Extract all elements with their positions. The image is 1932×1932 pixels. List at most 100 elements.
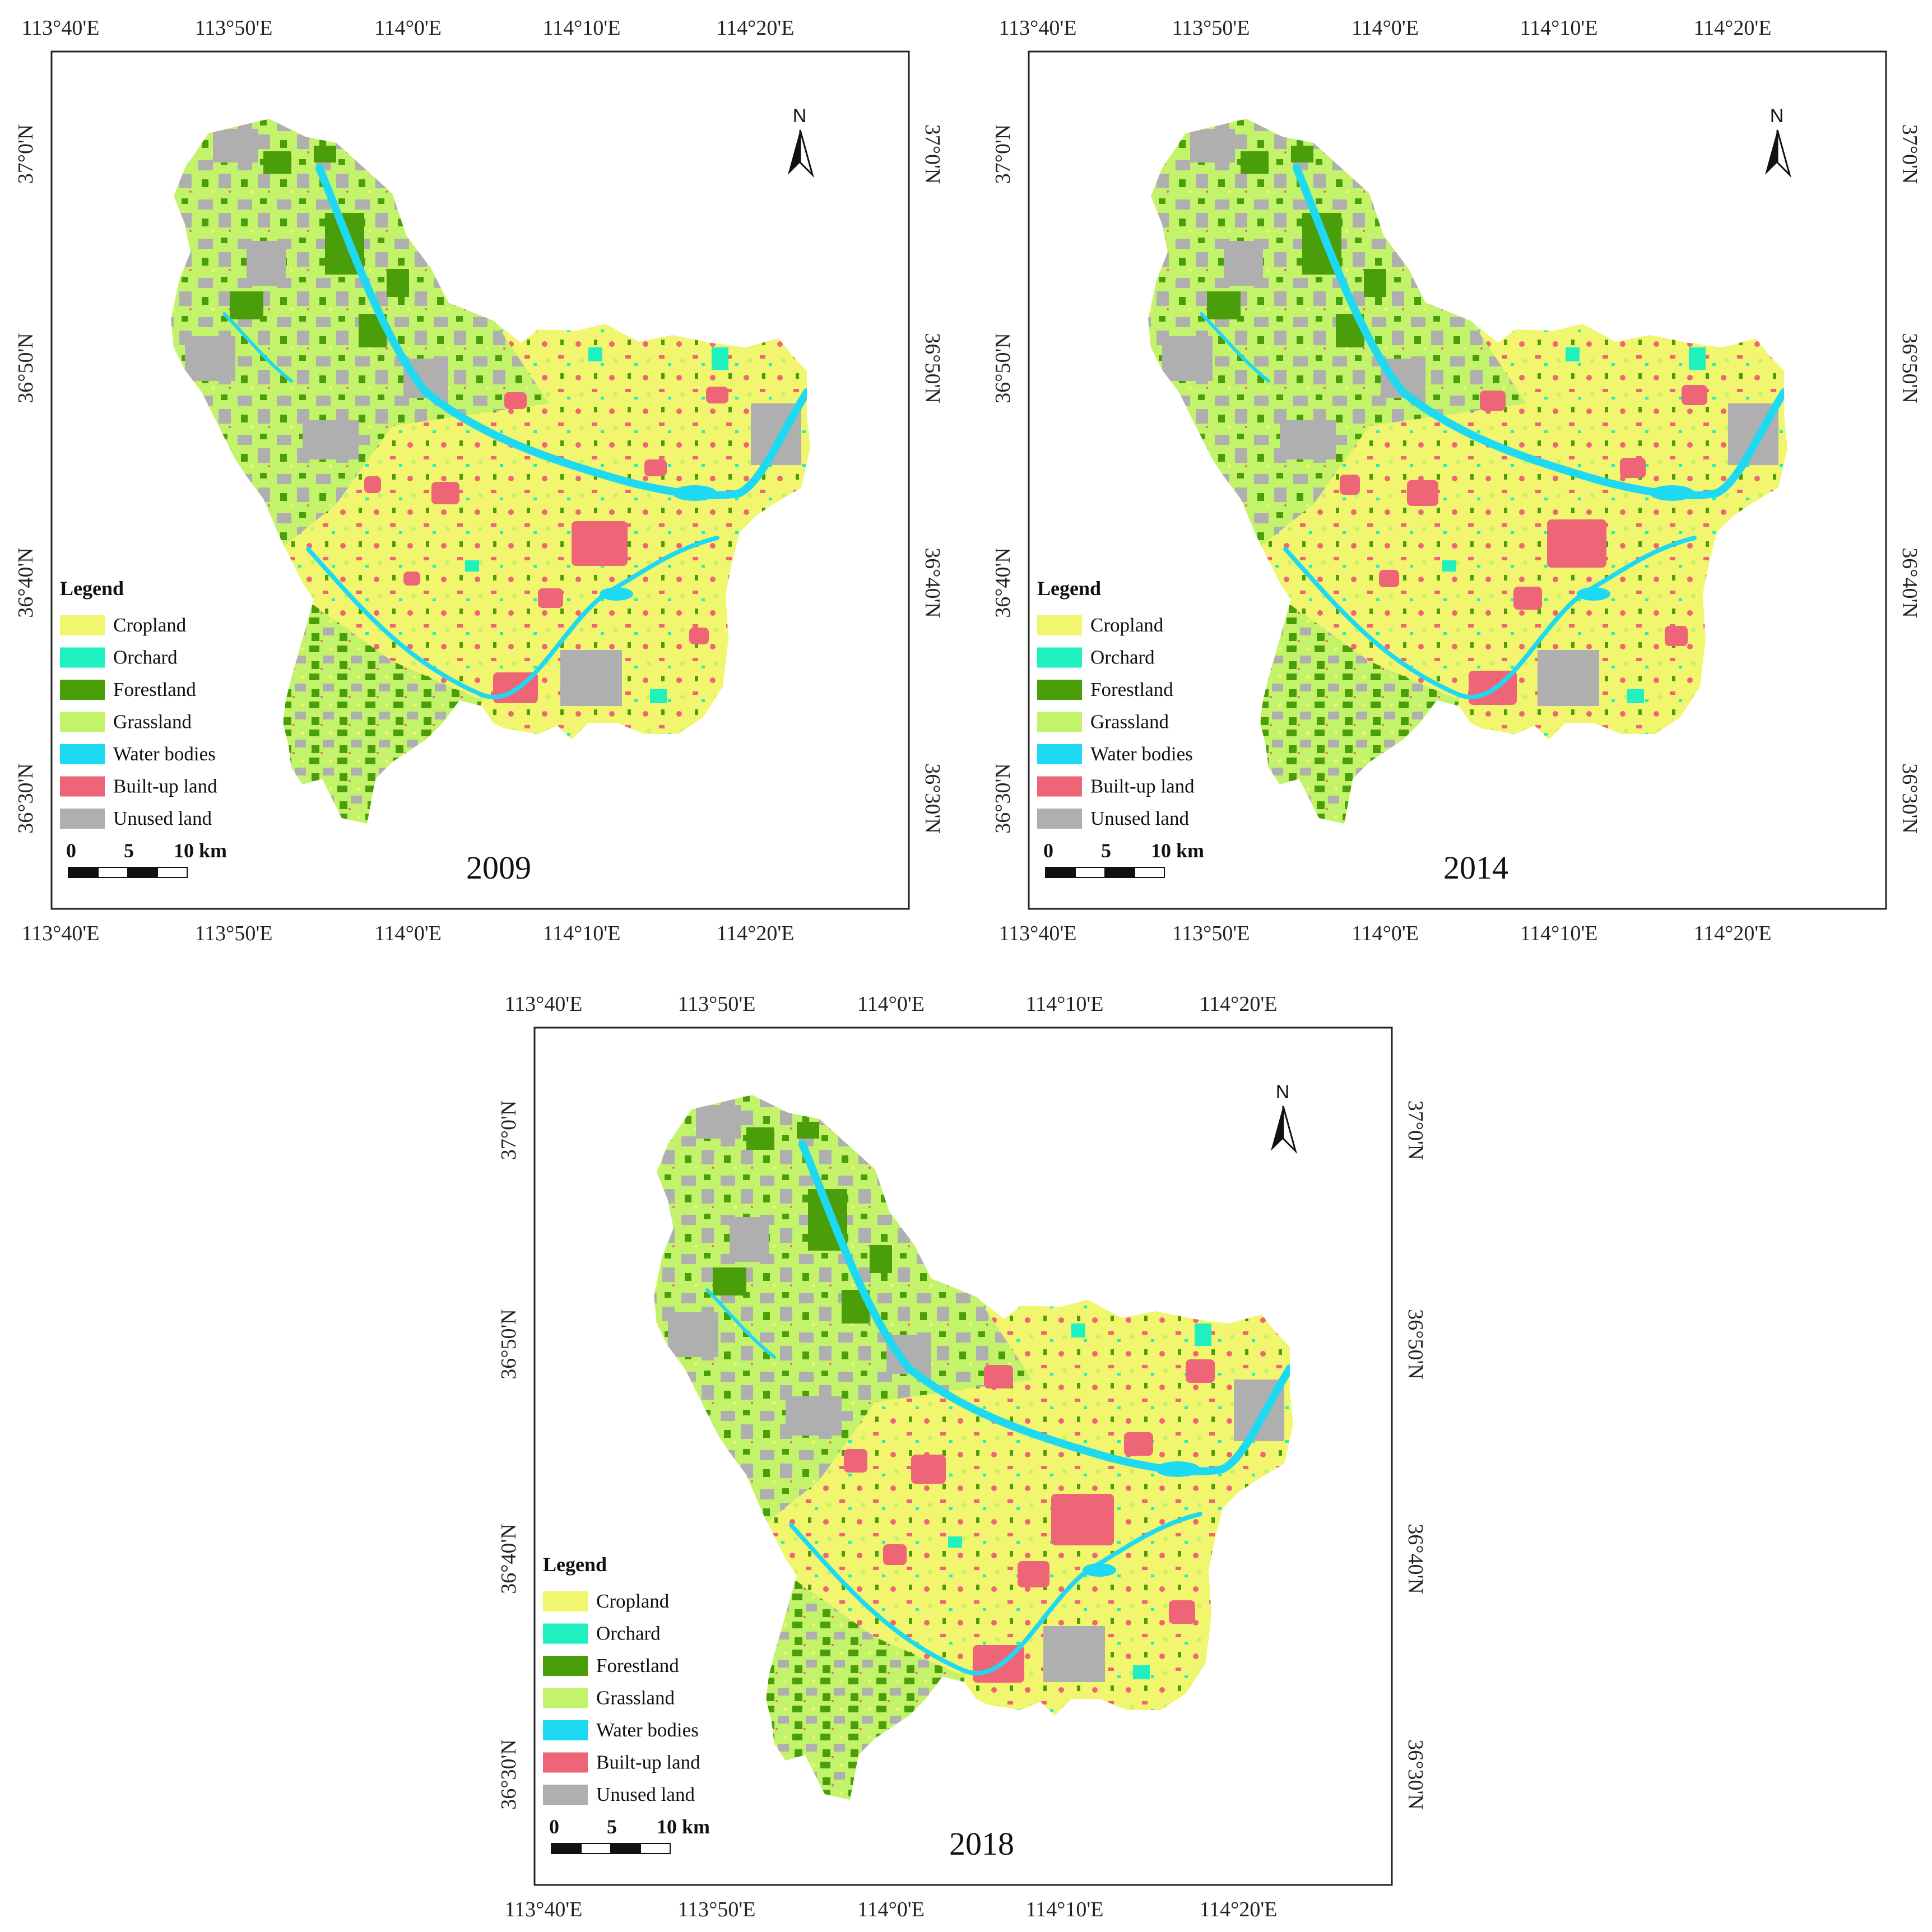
lon-tick-top: 114°10'E	[1026, 992, 1104, 1016]
reservoir	[1650, 485, 1694, 501]
reservoir	[1155, 1461, 1200, 1477]
lon-tick-bottom: 114°10'E	[1026, 1898, 1104, 1921]
forestland-patch	[230, 291, 263, 319]
lon-tick-top: 114°10'E	[543, 16, 621, 40]
legend-swatch	[1037, 615, 1082, 635]
scale-label: 10 km	[174, 839, 227, 862]
lat-tick-left: 36°30'N	[497, 1739, 521, 1810]
legend-swatch	[60, 680, 105, 700]
lat-tick-right: 36°50'N	[921, 333, 944, 403]
reservoir	[1577, 587, 1610, 601]
legend-swatch	[1037, 776, 1082, 797]
legend: Legend Cropland Orchard Forestland Grassland…	[543, 1553, 700, 1805]
built-up-patch	[538, 588, 563, 608]
built-up-patch	[504, 392, 527, 409]
unused-land-patch	[786, 1396, 842, 1436]
scale-bar: 0 5 10 km	[66, 839, 227, 878]
lat-tick-right: 36°50'N	[1898, 333, 1921, 403]
north-arrow-right	[1282, 1106, 1297, 1154]
built-up-patch	[911, 1455, 946, 1484]
built-up-patch	[706, 387, 728, 403]
legend-label: Grassland	[596, 1687, 675, 1709]
lat-tick-left: 36°30'N	[991, 763, 1015, 834]
built-up-patch	[689, 628, 709, 644]
lon-tick-top: 113°50'E	[195, 16, 273, 40]
orchard-patch	[712, 347, 728, 370]
lat-tick-left: 37°0'N	[14, 124, 38, 184]
map-panel-2009: 113°40'E 113°40'E 113°50'E 113°50'E 114°0'E 1…	[14, 16, 944, 945]
orchard-patch	[1133, 1665, 1150, 1679]
lon-tick-top: 113°40'E	[505, 992, 583, 1016]
built-up-patch	[1340, 475, 1360, 495]
lon-tick-top: 114°20'E	[1694, 16, 1772, 40]
legend-swatch	[543, 1591, 588, 1611]
legend-swatch	[60, 744, 105, 764]
legend-label: Orchard	[596, 1623, 661, 1645]
built-up-patch	[572, 521, 628, 566]
legend-label: Orchard	[1090, 647, 1155, 668]
built-up-patch	[1379, 570, 1399, 587]
lat-tick-right: 36°30'N	[921, 763, 944, 834]
legend-title: Legend	[1037, 577, 1101, 600]
built-up-patch	[1169, 1600, 1195, 1624]
north-arrow-right	[1776, 129, 1791, 178]
built-up-patch	[1513, 587, 1542, 610]
lon-tick-top: 114°10'E	[1520, 16, 1598, 40]
lon-tick-bottom: 113°40'E	[505, 1898, 583, 1921]
legend-label: Cropland	[113, 614, 187, 636]
orchard-patch	[465, 560, 479, 572]
scale-segment	[640, 1843, 671, 1854]
built-up-patch	[364, 476, 381, 493]
built-up-patch	[984, 1365, 1013, 1388]
built-up-patch	[844, 1449, 867, 1473]
tributary	[222, 312, 293, 383]
lon-tick-top: 114°0'E	[1352, 16, 1419, 40]
lat-tick-left: 36°50'N	[14, 333, 38, 403]
forestland-patch	[1241, 151, 1269, 174]
scale-segment	[157, 867, 188, 878]
scale-segment	[1075, 867, 1106, 878]
built-up-patch	[1018, 1561, 1049, 1587]
forestland-patch	[1364, 269, 1386, 297]
lat-tick-right: 36°50'N	[1404, 1309, 1427, 1380]
north-arrow-left	[1271, 1106, 1283, 1151]
lon-tick-bottom: 114°10'E	[1520, 922, 1598, 945]
lat-tick-left: 36°50'N	[991, 333, 1015, 403]
map-year-label: 2014	[1443, 849, 1508, 886]
legend-swatch	[60, 712, 105, 732]
scale-label: 0	[1043, 839, 1053, 862]
lat-tick-left: 36°40'N	[497, 1524, 521, 1594]
built-up-patch	[1682, 385, 1707, 405]
unused-land-patch	[185, 336, 235, 381]
lon-tick-bottom: 114°20'E	[717, 922, 795, 945]
lat-tick-left: 36°40'N	[991, 547, 1015, 618]
north-label: N	[793, 105, 807, 127]
north-arrow-icon: N	[1271, 1081, 1297, 1154]
forestland-patch	[314, 146, 336, 162]
north-arrow-left	[788, 130, 800, 175]
legend-label: Grassland	[1090, 711, 1169, 733]
main-river	[798, 1140, 1293, 1475]
lat-tick-right: 37°0'N	[921, 124, 944, 184]
scale-segment	[551, 1843, 582, 1854]
orchard-patch	[948, 1536, 962, 1548]
lon-tick-top: 113°40'E	[22, 16, 100, 40]
legend-swatch	[1037, 712, 1082, 732]
lon-tick-bottom: 114°20'E	[1200, 1898, 1278, 1921]
legend-label: Forestland	[596, 1655, 679, 1676]
orchard-patch	[650, 689, 667, 703]
legend-label: Built-up land	[113, 775, 217, 797]
tributary	[1200, 312, 1270, 383]
orchard-patch	[1195, 1323, 1211, 1346]
scale-segment	[127, 867, 158, 878]
unused-land-patch	[1043, 1626, 1105, 1682]
scale-label: 5	[607, 1815, 617, 1838]
scale-label: 0	[66, 839, 76, 862]
scale-segment	[1104, 867, 1135, 878]
lat-tick-right: 36°40'N	[1404, 1524, 1427, 1594]
map-panel-2018: 113°40'E 113°40'E 113°50'E 113°50'E 114°0'E 1…	[497, 992, 1427, 1921]
lon-tick-bottom: 113°50'E	[1172, 922, 1250, 945]
scale-bar: 0 5 10 km	[1043, 839, 1204, 878]
orchard-patch	[1627, 689, 1644, 703]
